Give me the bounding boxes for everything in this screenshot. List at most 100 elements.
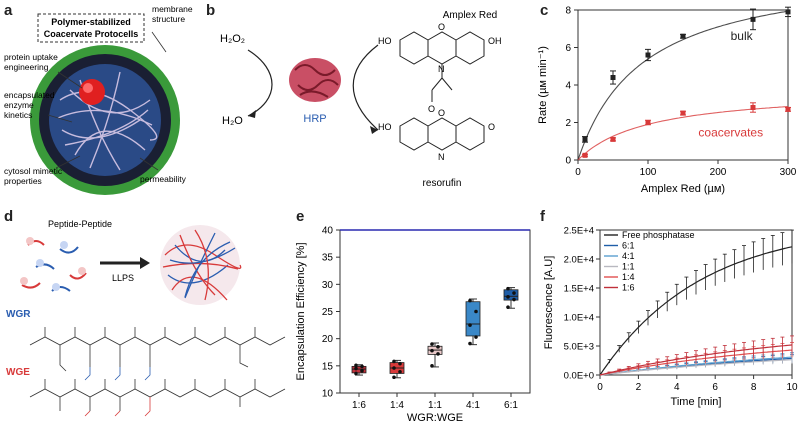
- data-point-coacervates: [610, 136, 616, 142]
- y-tick-label: 25: [322, 307, 334, 318]
- x-tick-label: 300: [780, 167, 797, 178]
- data-point: [430, 364, 434, 368]
- x-axis-label: WGR:WGE: [407, 412, 463, 421]
- panel-d-label: d: [4, 208, 14, 225]
- data-point: [360, 364, 364, 369]
- title-box-line1: Polymer-stabilized: [51, 17, 131, 27]
- wge-label: WGE: [6, 367, 30, 378]
- data-point-coacervates: [645, 120, 651, 125]
- callout-cytosol-2: properties: [4, 176, 42, 186]
- resorufin-ho: HO: [378, 122, 392, 132]
- data-point-coacervates: [582, 152, 588, 158]
- y-tick-label: 30: [322, 280, 334, 291]
- wgr-backbone: [29, 327, 286, 372]
- panel-b-label: b: [206, 2, 216, 19]
- x-tick-label: 4:1: [466, 400, 480, 411]
- y-tick-label: 2.5E+4: [564, 226, 594, 237]
- amplex-o-acetyl: O: [428, 104, 435, 114]
- x-tick-label: 8: [751, 382, 757, 393]
- data-point: [468, 298, 472, 303]
- resorufin-structure: [399, 117, 485, 151]
- x-tick-label: 6: [712, 382, 718, 393]
- peptide-peptide-caption: Peptide-Peptide: [48, 219, 112, 229]
- data-point-coacervates: [750, 105, 756, 110]
- y-tick-label: 2: [565, 118, 571, 129]
- panel-a-illustration: Polymer-stabilized Coacervate Protocells…: [4, 4, 193, 195]
- panel-f-label: f: [540, 208, 545, 225]
- y-axis-label: Rate (µм min⁻¹): [537, 46, 549, 124]
- data-point-coacervates: [785, 106, 791, 112]
- amplex-red-label: Amplex Red: [443, 10, 497, 21]
- box: [351, 365, 367, 374]
- resorufin-label: resorufin: [423, 178, 462, 189]
- hrp-label: HRP: [303, 113, 326, 125]
- callout-enzyme-2: enzyme: [4, 100, 34, 110]
- y-axis-label: Encapsulation Efficiency [%]: [295, 243, 307, 381]
- y-tick-label: 10: [322, 389, 334, 400]
- panel-d-peptides: Peptide-Peptide LLPS WGR: [6, 219, 286, 417]
- data-point: [436, 345, 440, 349]
- y-tick-label: 1.0E+4: [564, 313, 594, 324]
- panel-b-reaction: H₂O₂ H₂O HRP Amplex Red HO OH O N O HO O…: [220, 10, 502, 189]
- x-tick-label: 10: [786, 382, 798, 393]
- amplex-n: N: [438, 64, 445, 74]
- resorufin-n: N: [438, 152, 445, 162]
- callout-protein-2: engineering: [4, 62, 49, 72]
- x-tick-label: 1:1: [428, 400, 442, 411]
- wgr-label: WGR: [6, 309, 31, 320]
- y-tick-label: 0.0E+0: [564, 371, 594, 382]
- resorufin-o-keto: O: [488, 122, 495, 132]
- callout-protein-1: protein uptake: [4, 52, 58, 62]
- series-label-coacervates: coacervates: [698, 126, 763, 140]
- x-tick-label: 6:1: [504, 400, 518, 411]
- data-point: [392, 366, 396, 370]
- box: [503, 289, 519, 301]
- x-tick-label: 100: [640, 167, 657, 178]
- data-point-bulk: [750, 16, 756, 22]
- right-arrow: [352, 44, 379, 131]
- protein: [79, 79, 105, 105]
- panel-f-fluorescence-chart: 0 2 4 6 8 10 0.0E+0 5.0E+3 1.0E+4 1.5E+4 2.0E+4 2.5…: [543, 226, 798, 409]
- y-tick-label: 6: [565, 43, 571, 54]
- data-point-bulk: [645, 52, 651, 58]
- data-point: [430, 348, 434, 353]
- y-tick-label: 15: [322, 361, 334, 372]
- callout-lines: [47, 31, 167, 171]
- data-point-bulk: [785, 9, 791, 15]
- data-point: [506, 295, 510, 299]
- panel-c-label: c: [540, 2, 549, 19]
- data-point-coacervates: [680, 110, 686, 116]
- callout-membrane-2: structure: [152, 14, 185, 24]
- panel-a-label: a: [4, 2, 13, 19]
- data-point: [474, 335, 478, 339]
- callout-permeability: permeability: [140, 174, 187, 184]
- data-point: [512, 297, 516, 302]
- x-tick-label: 0: [597, 382, 603, 393]
- panel-c-kinetics-chart: 0 100 200 300 0 2 4 6 8 Amplex Red (µм) Rate (µм m…: [537, 6, 797, 196]
- callout-enzyme-3: kinetics: [4, 110, 32, 120]
- h2o-label: H₂O: [222, 115, 243, 127]
- box: [465, 301, 481, 337]
- legend-label: 4:1: [622, 251, 635, 261]
- legend-label: 6:1: [622, 241, 635, 251]
- callout-enzyme-1: encapsulated: [4, 90, 55, 100]
- data-point: [468, 341, 472, 346]
- panel-e-boxplot: 10 15 20 25 30 35 40 1:6 1:4 1:1 4:1 6:1 WGR:WGE Enca…: [295, 226, 531, 421]
- x-tick-label: 1:4: [390, 400, 404, 411]
- y-axis-label: Fluorescence [A.U]: [543, 256, 555, 350]
- title-box-line2: Coacervate Protocells: [44, 29, 139, 39]
- y-tick-label: 1.5E+4: [564, 284, 594, 295]
- data-point-bulk: [680, 33, 686, 39]
- y-tick-label: 5.0E+3: [564, 342, 594, 353]
- x-tick-label: 2: [636, 382, 642, 393]
- charge-markers: [20, 237, 86, 291]
- data-point: [474, 309, 478, 314]
- data-point: [354, 366, 358, 371]
- data-point: [392, 359, 396, 364]
- data-point: [512, 291, 516, 295]
- left-arrow: [247, 49, 273, 117]
- data-point: [398, 361, 402, 366]
- y-tick-label: 20: [322, 334, 334, 345]
- title-box: [37, 13, 145, 43]
- x-tick-label: 200: [710, 167, 727, 178]
